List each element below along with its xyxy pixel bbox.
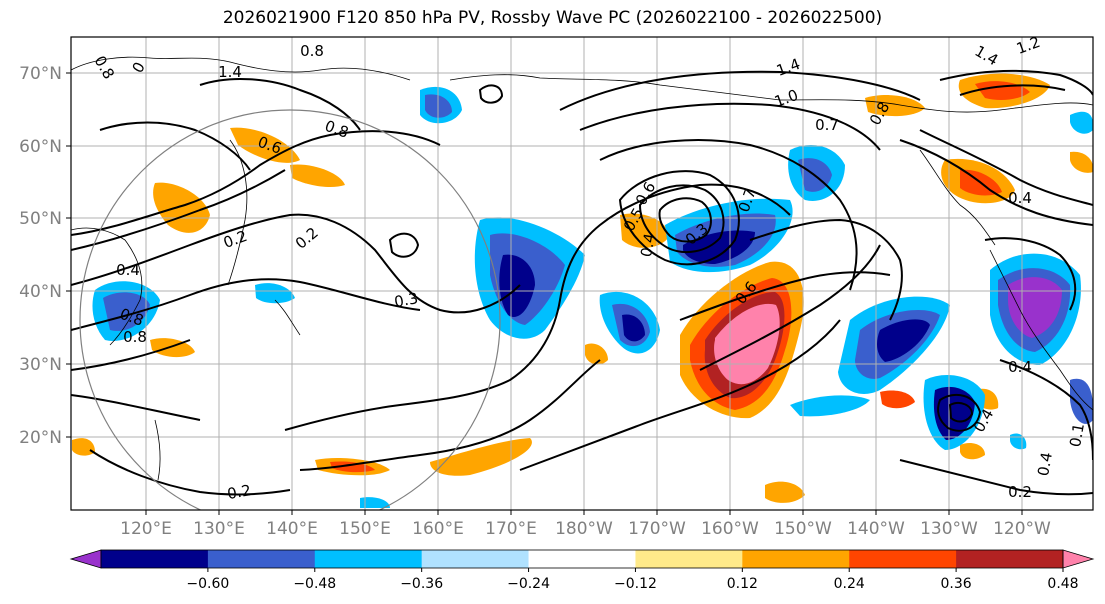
- lon-tick-label: 180°W: [555, 519, 613, 539]
- colorbar-border: [100, 549, 1064, 569]
- lat-tick-label: 40°N: [19, 282, 62, 302]
- colorbar-tick-label: 0.24: [834, 576, 865, 592]
- colorbar-segment: [101, 550, 209, 568]
- lon-tick-label: 150°E: [339, 519, 391, 539]
- range-circle: [79, 109, 501, 510]
- colorbar-segment: [314, 550, 423, 568]
- lon-tick-label: 140°E: [266, 519, 318, 539]
- lon-tick-label: 170°W: [628, 519, 686, 539]
- lon-tick-label: 120°W: [993, 519, 1051, 539]
- lat-tick-label: 70°N: [19, 64, 62, 84]
- lat-tick-label: 50°N: [19, 209, 62, 229]
- colorbar-tick-label: 0.48: [1047, 576, 1078, 592]
- lat-tick-label: 30°N: [19, 355, 62, 375]
- contour-label: 0.4: [637, 232, 659, 259]
- contour-label: 0.2: [1008, 483, 1032, 501]
- colorbar-tick-label: 0.12: [727, 576, 758, 592]
- colorbar-tick-label: −0.12: [614, 576, 657, 592]
- map-title: 2026021900 F120 850 hPa PV, Rossby Wave …: [222, 8, 883, 28]
- colorbar-segment: [956, 550, 1064, 568]
- positive-anomaly-shading: [72, 73, 1093, 503]
- contour-label: 0.3: [393, 289, 420, 311]
- contour-label: 0.2: [226, 481, 253, 503]
- lon-tick-label: 160°W: [701, 519, 759, 539]
- contour-label: 0.7: [815, 116, 839, 134]
- lon-tick-label: 150°W: [774, 519, 832, 539]
- contour-label: 0.4: [1008, 189, 1032, 207]
- lon-tick-label: 130°W: [920, 519, 978, 539]
- contour-label: 0.4: [116, 261, 140, 279]
- map-content: [71, 37, 1093, 510]
- contour-label: 0.1: [1066, 422, 1088, 449]
- lon-tick-label: 170°E: [485, 519, 537, 539]
- colorbar-extend-low: [69, 549, 102, 569]
- colorbar-segment: [207, 550, 316, 568]
- longitude-ticks: 120°E 130°E 140°E 150°E 160°E 170°E 180°W 170°W…: [120, 510, 1051, 539]
- contour-label: 1.4: [218, 63, 242, 81]
- colorbar-labels: −0.60 −0.48 −0.36 −0.24 −0.12 0.12 0.24 0.36 0.4…: [186, 568, 1079, 592]
- colorbar-tick-label: −0.24: [507, 576, 550, 592]
- colorbar-tick-label: −0.60: [186, 576, 229, 592]
- lat-tick-label: 60°N: [19, 137, 62, 157]
- lon-tick-label: 140°W: [847, 519, 905, 539]
- colorbar-tick-label: −0.48: [293, 576, 336, 592]
- colorbar-segment: [849, 550, 957, 568]
- contour-label: 0.8: [300, 42, 324, 60]
- pv-contours: [71, 69, 1093, 496]
- contour-label: 0.4: [1008, 358, 1032, 376]
- colorbar-tick-label: 0.36: [941, 576, 972, 592]
- plot-frame: [70, 36, 1094, 511]
- colorbar-segment: [528, 550, 636, 568]
- colorbar-segment: [742, 550, 850, 568]
- colorbar-extend-high: [1062, 549, 1095, 569]
- colorbar: [69, 549, 1095, 569]
- contour-label: 0.8: [123, 328, 147, 346]
- lon-tick-label: 120°E: [120, 519, 172, 539]
- lat-tick-label: 20°N: [19, 428, 62, 448]
- colorbar-segment: [635, 550, 743, 568]
- lon-tick-label: 160°E: [412, 519, 464, 539]
- lon-tick-label: 130°E: [193, 519, 245, 539]
- colorbar-tick-label: −0.36: [400, 576, 443, 592]
- latitude-ticks: 70°N 60°N 50°N 40°N 30°N 20°N: [19, 64, 71, 448]
- colorbar-segment: [421, 550, 530, 568]
- contour-label: 0.4: [1034, 451, 1056, 478]
